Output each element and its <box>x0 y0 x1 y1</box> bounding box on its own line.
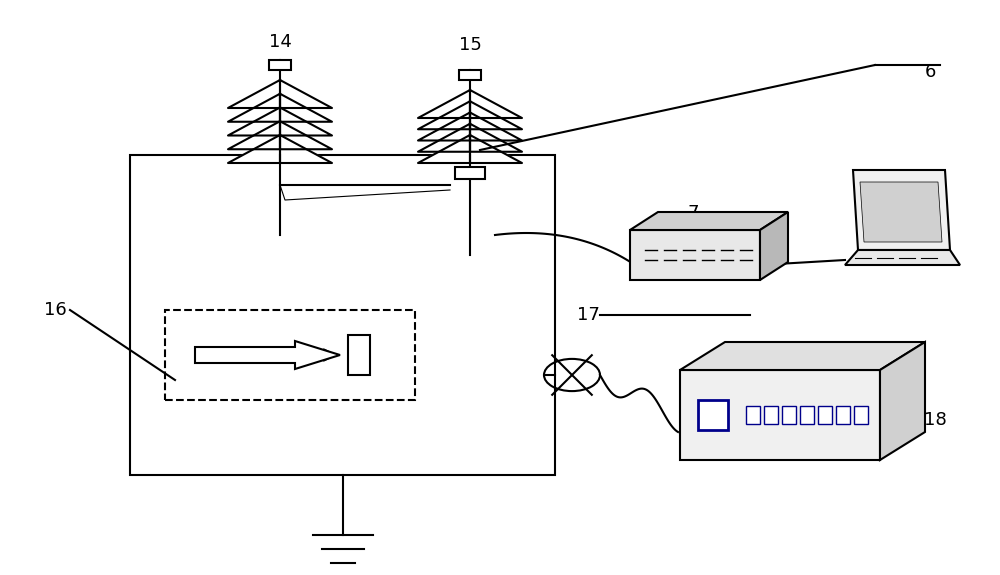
Text: 14: 14 <box>269 33 291 51</box>
Bar <box>698 400 728 430</box>
Polygon shape <box>630 212 788 230</box>
Polygon shape <box>418 90 470 118</box>
Polygon shape <box>418 124 470 152</box>
Polygon shape <box>860 182 942 242</box>
Polygon shape <box>280 94 332 122</box>
Bar <box>459 70 481 80</box>
Polygon shape <box>280 80 332 108</box>
Bar <box>348 335 370 375</box>
Polygon shape <box>760 212 788 280</box>
Text: 6: 6 <box>924 63 936 81</box>
Polygon shape <box>470 124 522 152</box>
Bar <box>782 406 796 424</box>
Polygon shape <box>418 135 470 163</box>
Bar <box>269 60 291 70</box>
Polygon shape <box>880 342 925 460</box>
Bar <box>455 167 485 179</box>
Polygon shape <box>228 108 280 136</box>
Polygon shape <box>228 135 280 163</box>
Polygon shape <box>680 370 880 460</box>
Polygon shape <box>470 113 522 140</box>
Polygon shape <box>228 80 280 108</box>
Polygon shape <box>228 94 280 122</box>
Bar <box>836 406 850 424</box>
Bar <box>800 406 814 424</box>
Bar <box>818 406 832 424</box>
Polygon shape <box>470 90 522 118</box>
Polygon shape <box>680 342 925 370</box>
Polygon shape <box>845 250 960 265</box>
Text: 16: 16 <box>44 301 66 319</box>
Polygon shape <box>630 230 760 280</box>
Polygon shape <box>470 101 522 129</box>
FancyArrow shape <box>195 341 340 369</box>
Polygon shape <box>280 135 332 163</box>
Bar <box>130 155 555 475</box>
Polygon shape <box>470 135 522 163</box>
Text: 18: 18 <box>924 411 946 429</box>
Text: 7: 7 <box>687 204 699 222</box>
Polygon shape <box>280 121 332 150</box>
Text: 15: 15 <box>459 36 481 54</box>
Bar <box>165 310 415 400</box>
Bar <box>764 406 778 424</box>
Text: 8: 8 <box>924 204 936 222</box>
Polygon shape <box>853 170 950 250</box>
Bar <box>854 406 868 424</box>
Polygon shape <box>418 113 470 140</box>
Text: 17: 17 <box>577 306 599 324</box>
Polygon shape <box>228 121 280 150</box>
Bar <box>746 406 760 424</box>
Polygon shape <box>418 101 470 129</box>
Polygon shape <box>280 108 332 136</box>
